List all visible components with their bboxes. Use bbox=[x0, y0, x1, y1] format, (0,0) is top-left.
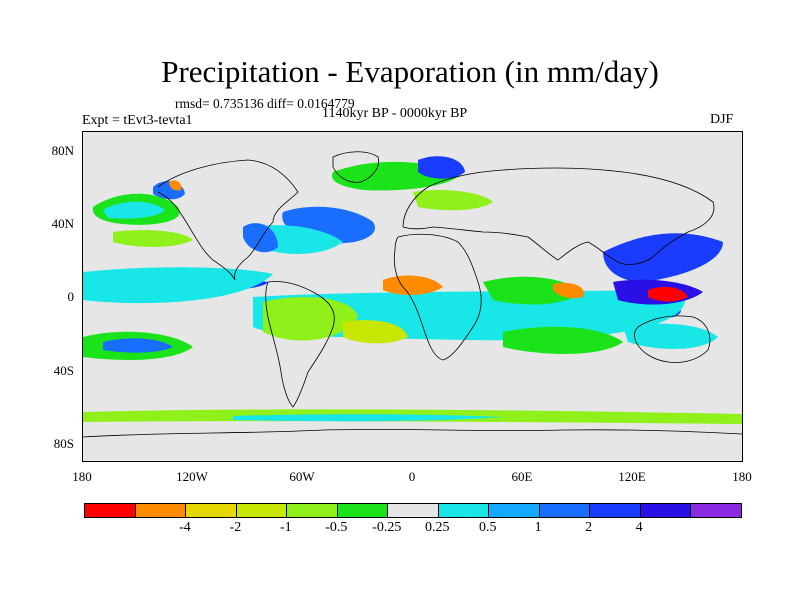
stats-text: rmsd= 0.735136 diff= 0.0164779 bbox=[175, 96, 355, 111]
region-arabian-orange bbox=[383, 275, 443, 295]
colorbar-box-12 bbox=[691, 504, 741, 517]
region-s-pacific-blue bbox=[103, 338, 173, 353]
colorbar-box-4 bbox=[287, 504, 338, 517]
coastlines bbox=[83, 151, 742, 438]
coast-eurasia bbox=[402, 167, 715, 265]
region-alaska-orange bbox=[169, 180, 182, 191]
y-label-80s: 80S bbox=[53, 436, 74, 451]
region-s-indian-green bbox=[503, 326, 623, 354]
colorbar-label-1: -2 bbox=[229, 520, 242, 535]
colorbar-label-9: 4 bbox=[635, 520, 643, 535]
season-label: DJF bbox=[710, 112, 734, 127]
colorbar-box-2 bbox=[186, 504, 237, 517]
colorbar-box-11 bbox=[640, 504, 692, 517]
colorbar-box-3 bbox=[236, 504, 288, 517]
region-southern-ocean-cyan bbox=[233, 414, 503, 422]
y-label-0: 0 bbox=[67, 289, 75, 304]
colorbar-label-4: -0.25 bbox=[372, 520, 402, 535]
period-label: 1140kyr BP - 0000kyr BP bbox=[322, 106, 468, 121]
coast-south-america bbox=[265, 281, 335, 408]
coast-greenland bbox=[332, 151, 380, 183]
region-europe-green bbox=[413, 190, 493, 211]
region-npacific-lime bbox=[113, 230, 193, 247]
colorbar-box-5 bbox=[337, 504, 389, 517]
region-maritime-blue bbox=[603, 233, 723, 282]
colorbar-label-8: 2 bbox=[585, 520, 593, 535]
region-s-atlantic-lime bbox=[343, 320, 408, 344]
region-npacific-cyan bbox=[103, 201, 165, 219]
colorbar-box-1 bbox=[135, 504, 187, 517]
colorbar-label-5: 0.25 bbox=[424, 520, 450, 535]
y-label-40s: 40S bbox=[53, 363, 74, 378]
map-panel bbox=[82, 131, 743, 462]
y-label-80n: 80N bbox=[51, 143, 74, 158]
colorbar-label-3: -0.5 bbox=[325, 520, 348, 535]
coast-north-america bbox=[157, 159, 299, 281]
region-maritime-red bbox=[648, 286, 688, 302]
shading-layer bbox=[83, 156, 742, 424]
colorbar-box-6 bbox=[388, 504, 439, 517]
x-label-0: 0 bbox=[408, 469, 416, 484]
y-label-40n: 40N bbox=[51, 216, 74, 231]
precip-evap-map bbox=[83, 151, 742, 438]
colorbar-label-0: -4 bbox=[179, 520, 191, 535]
region-indian-orange bbox=[553, 282, 584, 299]
coast-antarctica bbox=[83, 429, 742, 438]
region-tropical-pacific-cyan bbox=[83, 267, 273, 304]
colorbar-box-9 bbox=[539, 504, 591, 517]
colorbar-box-10 bbox=[590, 504, 641, 517]
coast-africa bbox=[393, 233, 482, 361]
x-label-120w: 120W bbox=[176, 469, 208, 484]
region-norway-blue bbox=[418, 156, 465, 179]
region-s-america-green bbox=[263, 297, 358, 341]
colorbar-label-6: 0.5 bbox=[478, 520, 497, 535]
region-australia-cyan bbox=[623, 323, 718, 349]
colorbar-label-2: -1 bbox=[280, 520, 292, 535]
coast-australia bbox=[634, 315, 711, 363]
colorbar-box-7 bbox=[438, 504, 490, 517]
region-east-us-blue bbox=[243, 223, 278, 253]
colorbar bbox=[84, 503, 742, 518]
x-label-180e: 180 bbox=[732, 469, 752, 484]
plot-title: Precipitation - Evaporation (in mm/day) bbox=[161, 54, 659, 89]
x-label-120e: 120E bbox=[618, 469, 646, 484]
x-label-60e: 60E bbox=[511, 469, 533, 484]
colorbar-box-8 bbox=[489, 504, 540, 517]
x-label-180w: 180 bbox=[72, 469, 92, 484]
colorbar-label-7: 1 bbox=[534, 520, 542, 535]
colorbar-box-0 bbox=[85, 504, 136, 517]
experiment-label: Expt = tEvt3-tevta1 bbox=[82, 113, 193, 128]
x-label-60w: 60W bbox=[289, 469, 315, 484]
